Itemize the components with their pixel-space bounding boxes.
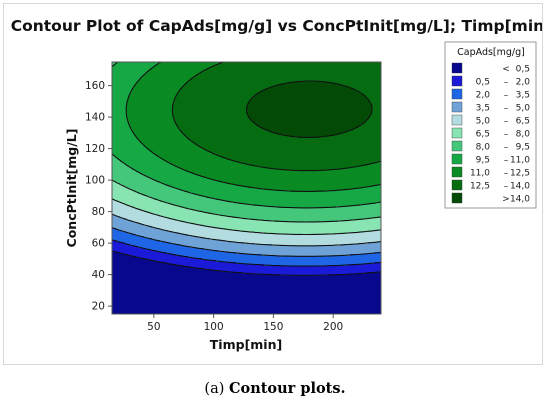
legend-range-dash: – [504, 156, 509, 166]
legend-swatch [451, 127, 463, 139]
legend-range-high: 12,5 [510, 169, 530, 179]
legend-swatch [451, 192, 463, 204]
y-tick-label: 60 [92, 238, 105, 250]
contour-line-8 [171, 62, 381, 172]
legend-swatch [451, 153, 463, 165]
chart-frame: Contour Plot of CapAds[mg/g] vs ConcPtIn… [3, 3, 550, 365]
y-tick-label: 80 [92, 206, 105, 218]
y-tick-label: 20 [92, 301, 105, 313]
legend-range-high: 9,5 [516, 143, 530, 153]
contour-fill [112, 62, 381, 314]
y-axis-label: ConcPtInit[mg/L] [64, 129, 79, 248]
legend-swatch [451, 166, 463, 178]
legend-range-low: 5,0 [476, 117, 491, 127]
figure-caption: (a) Contour plots. [0, 380, 550, 397]
y-tick-label: 100 [85, 175, 105, 187]
legend-range-high: 14,0 [510, 182, 530, 192]
legend-swatch [451, 62, 463, 74]
y-tick-label: 160 [85, 80, 105, 92]
legend-range-dash: – [504, 143, 509, 153]
legend-range-dash: – [504, 78, 509, 88]
legend-range-low: 11,0 [470, 169, 490, 179]
contour-line-4 [112, 198, 381, 236]
y-tick-label: 140 [85, 112, 105, 124]
legend-range-dash: – [504, 169, 509, 179]
legend-range-dash: – [504, 130, 509, 140]
contour-line-2 [112, 227, 381, 257]
legend-range-low: 6,5 [476, 130, 490, 140]
contour-line-9 [245, 80, 373, 138]
caption-label: (a) [204, 381, 225, 397]
legend-range-dash: – [504, 117, 509, 127]
legend-swatch [451, 101, 463, 113]
legend-swatch [451, 179, 463, 191]
legend-range-low: > [502, 195, 510, 205]
y-axis: 20 40 60 80 100 120 140 160 [85, 80, 112, 313]
contour-chart: Contour Plot of CapAds[mg/g] vs ConcPtIn… [11, 17, 550, 352]
legend-title: CapAds[mg/g] [457, 47, 525, 58]
legend-range-low: 12,5 [470, 182, 490, 192]
legend-range-dash: – [504, 104, 509, 114]
legend-range-low: 3,5 [476, 104, 490, 114]
legend-range-low: < [502, 65, 510, 75]
x-tick-label: 150 [263, 321, 283, 333]
legend-range-low: 8,0 [476, 143, 491, 153]
legend-range-high: 8,0 [516, 130, 531, 140]
legend-range-high: 6,5 [516, 117, 530, 127]
legend-entries: <0,50,5–2,02,0–3,53,5–5,05,0–6,56,5–8,08… [451, 62, 531, 205]
x-tick-label: 50 [147, 321, 160, 333]
legend-swatch [451, 88, 463, 100]
legend-range-low: 2,0 [476, 91, 491, 101]
contour-line-3 [112, 213, 381, 247]
legend-range-low: 9,5 [476, 156, 490, 166]
x-tick-label: 100 [204, 321, 224, 333]
plot-border [111, 61, 382, 315]
contour-line-1 [112, 239, 381, 267]
x-axis-label: Timp[min] [210, 337, 282, 352]
legend-range-high: 0,5 [516, 65, 530, 75]
legend-range-high: 2,0 [516, 78, 531, 88]
legend-swatch [451, 114, 463, 126]
y-tick-label: 120 [85, 143, 105, 155]
x-axis: 50 100 150 200 [147, 314, 343, 333]
contour-line-7 [125, 62, 381, 192]
chart-title: Contour Plot of CapAds[mg/g] vs ConcPtIn… [11, 17, 542, 35]
legend-range-high: 3,5 [516, 91, 530, 101]
legend-swatch [451, 75, 463, 87]
legend-range-low: 0,5 [476, 78, 490, 88]
caption-text: Contour plots. [228, 380, 346, 397]
contour-lines [112, 62, 381, 276]
legend-range-high: 11,0 [510, 156, 530, 166]
legend-range-dash: – [504, 182, 509, 192]
legend: CapAds[mg/g] <0,50,5–2,02,0–3,53,5–5,05,… [444, 41, 537, 209]
legend-swatch [451, 140, 463, 152]
legend-range-dash: – [504, 91, 509, 101]
legend-range-high: 5,0 [516, 104, 531, 114]
contour-line-6 [112, 62, 381, 209]
legend-range-high: 14,0 [510, 195, 530, 205]
x-tick-label: 200 [323, 321, 343, 333]
contour-line-5 [112, 179, 381, 223]
y-tick-label: 40 [92, 269, 105, 281]
contour-line-0 [112, 250, 381, 276]
